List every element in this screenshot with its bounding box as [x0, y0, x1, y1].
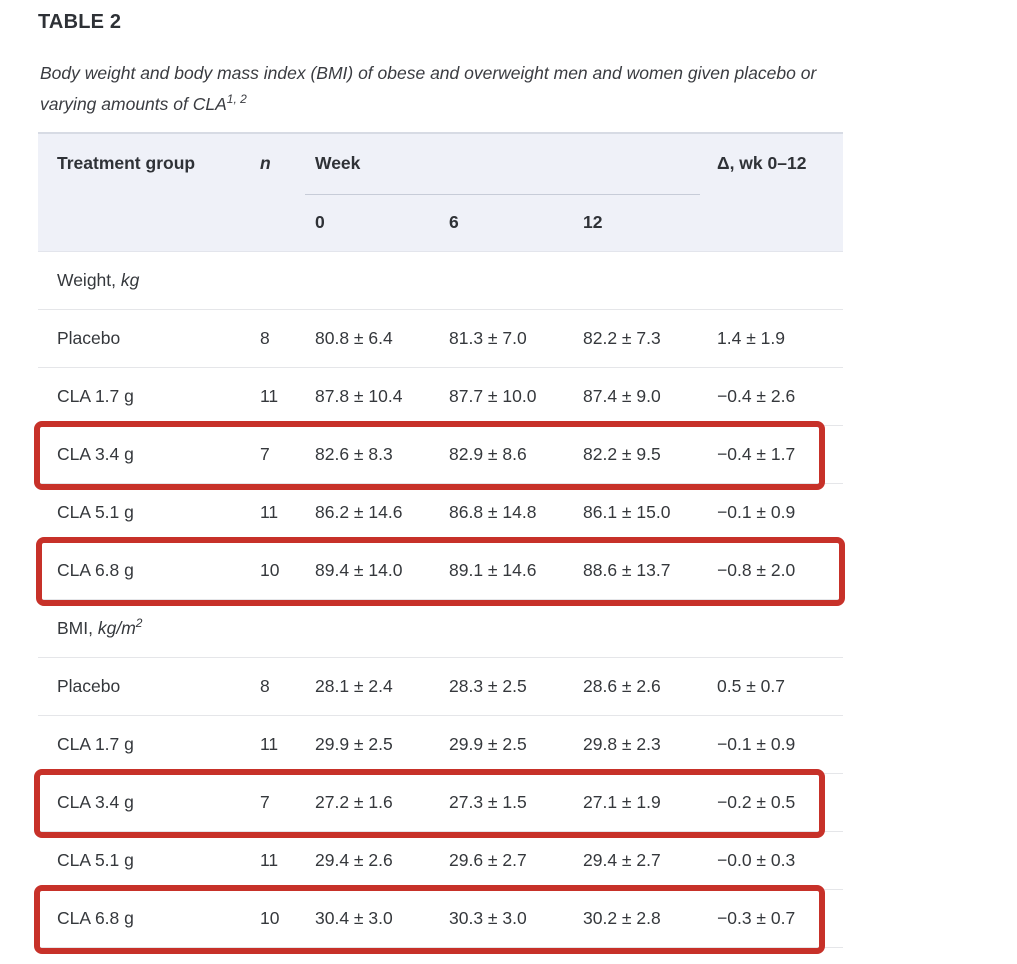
caption-line1: Body weight and body mass index (BMI) of… — [40, 63, 817, 83]
week-span-divider — [305, 194, 700, 195]
column-header-n: n — [260, 153, 271, 173]
table-row: CLA 5.1 g 11 29.4 ± 2.6 29.6 ± 2.7 29.4 ± 2.… — [38, 832, 843, 890]
cell-treatment-group: CLA 5.1 g — [57, 502, 134, 522]
cell-week-0: 30.4 ± 3.0 — [315, 908, 393, 928]
cell-week-12: 28.6 ± 2.6 — [583, 676, 661, 696]
header-row-weeks: 0 6 12 — [38, 193, 843, 252]
table-row: CLA 5.1 g 11 86.2 ± 14.6 86.8 ± 14.8 86.1 ± … — [38, 484, 843, 542]
cell-delta: −0.2 ± 0.5 — [717, 792, 796, 812]
cell-week-12: 30.2 ± 2.8 — [583, 908, 661, 928]
cell-delta: −0.8 ± 2.0 — [717, 560, 796, 580]
cell-week-0: 29.9 ± 2.5 — [315, 734, 393, 754]
cell-n: 11 — [260, 850, 279, 870]
section-label: BMI, kg/m2 — [57, 616, 143, 638]
caption-line2: varying amounts of CLA — [40, 94, 227, 114]
cell-week-12: 29.8 ± 2.3 — [583, 734, 661, 754]
cell-delta: −0.1 ± 0.9 — [717, 502, 796, 522]
cell-delta: −0.4 ± 2.6 — [717, 386, 796, 406]
section-label-row: Weight, kg — [38, 252, 843, 310]
cell-week-6: 29.6 ± 2.7 — [449, 850, 527, 870]
cell-n: 8 — [260, 676, 270, 696]
cell-treatment-group: Placebo — [57, 328, 121, 348]
cell-treatment-group: CLA 3.4 g — [57, 792, 134, 812]
table-title: TABLE 2 — [38, 11, 122, 33]
cell-week-12: 86.1 ± 15.0 — [583, 502, 671, 522]
cell-week-6: 27.3 ± 1.5 — [449, 792, 527, 812]
cell-week-6: 30.3 ± 3.0 — [449, 908, 527, 928]
cell-delta: −0.3 ± 0.7 — [717, 908, 796, 928]
cell-n: 11 — [260, 734, 279, 754]
table-row: CLA 3.4 g 7 82.6 ± 8.3 82.9 ± 8.6 82.2 ± 9.5… — [34, 421, 843, 490]
column-header-treatment-group: Treatment group — [57, 153, 196, 173]
cell-week-0: 82.6 ± 8.3 — [315, 444, 393, 464]
cell-week-12: 82.2 ± 7.3 — [583, 328, 661, 348]
cell-week-12: 82.2 ± 9.5 — [583, 444, 661, 464]
cell-week-6: 28.3 ± 2.5 — [449, 676, 527, 696]
table-caption: Body weight and body mass index (BMI) of… — [0, 34, 990, 120]
table-row: CLA 1.7 g 11 29.9 ± 2.5 29.9 ± 2.5 29.8 ± 2.… — [38, 716, 843, 774]
cell-delta: 0.5 ± 0.7 — [717, 676, 785, 696]
cell-week-6: 86.8 ± 14.8 — [449, 502, 537, 522]
cell-treatment-group: CLA 1.7 g — [57, 734, 134, 754]
cell-n: 11 — [260, 502, 279, 522]
cell-week-6: 89.1 ± 14.6 — [449, 560, 537, 580]
column-header-week-12: 12 — [583, 212, 603, 232]
cell-week-6: 82.9 ± 8.6 — [449, 444, 527, 464]
section-label-row: BMI, kg/m2 — [38, 600, 843, 658]
cell-n: 8 — [260, 328, 270, 348]
cell-week-12: 29.4 ± 2.7 — [583, 850, 661, 870]
cell-treatment-group: CLA 6.8 g — [57, 560, 134, 580]
cell-week-0: 28.1 ± 2.4 — [315, 676, 393, 696]
data-table: Treatment group n Week Δ, wk 0–12 0 6 12… — [34, 132, 845, 954]
cell-n: 7 — [260, 444, 270, 464]
cell-week-6: 87.7 ± 10.0 — [449, 386, 537, 406]
cell-delta: −0.1 ± 0.9 — [717, 734, 796, 754]
cell-delta: −0.0 ± 0.3 — [717, 850, 796, 870]
table-row: CLA 6.8 g 10 30.4 ± 3.0 30.3 ± 3.0 30.2 ± 2.… — [34, 885, 843, 954]
column-header-week-0: 0 — [315, 212, 325, 232]
table-header: Treatment group n Week Δ, wk 0–12 0 6 12 — [38, 132, 843, 252]
table-row: CLA 1.7 g 11 87.8 ± 10.4 87.7 ± 10.0 87.4 ± … — [38, 368, 843, 426]
cell-n: 10 — [260, 908, 280, 928]
cell-week-0: 87.8 ± 10.4 — [315, 386, 403, 406]
cell-week-6: 81.3 ± 7.0 — [449, 328, 527, 348]
cell-week-6: 29.9 ± 2.5 — [449, 734, 527, 754]
cell-week-0: 80.8 ± 6.4 — [315, 328, 393, 348]
table-body: Weight, kg Placebo 8 80.8 ± 6.4 81.3 ± 7.0 82… — [34, 252, 845, 954]
cell-week-12: 88.6 ± 13.7 — [583, 560, 671, 580]
section-label: Weight, kg — [57, 270, 140, 290]
cell-week-0: 89.4 ± 14.0 — [315, 560, 403, 580]
cell-week-0: 29.4 ± 2.6 — [315, 850, 393, 870]
cell-treatment-group: Placebo — [57, 676, 121, 696]
cell-treatment-group: CLA 3.4 g — [57, 444, 134, 464]
caption-footnote-marker: 1, 2 — [226, 92, 247, 107]
table-row: CLA 3.4 g 7 27.2 ± 1.6 27.3 ± 1.5 27.1 ± 1.9… — [34, 769, 843, 838]
column-header-week-6: 6 — [449, 212, 459, 232]
cell-treatment-group: CLA 5.1 g — [57, 850, 134, 870]
cell-delta: −0.4 ± 1.7 — [717, 444, 796, 464]
table-row: Placebo 8 28.1 ± 2.4 28.3 ± 2.5 28.6 ± 2.6 0.… — [38, 658, 843, 716]
cell-delta: 1.4 ± 1.9 — [717, 328, 785, 348]
cell-week-0: 86.2 ± 14.6 — [315, 502, 403, 522]
cell-week-12: 87.4 ± 9.0 — [583, 386, 661, 406]
cell-week-0: 27.2 ± 1.6 — [315, 792, 393, 812]
cell-treatment-group: CLA 1.7 g — [57, 386, 134, 406]
cell-week-12: 27.1 ± 1.9 — [583, 792, 661, 812]
table-row: Placebo 8 80.8 ± 6.4 81.3 ± 7.0 82.2 ± 7.3 1.… — [38, 310, 843, 368]
header-row-main: Treatment group n Week Δ, wk 0–12 — [38, 134, 843, 193]
column-header-week: Week — [315, 153, 361, 173]
cell-n: 10 — [260, 560, 280, 580]
cell-treatment-group: CLA 6.8 g — [57, 908, 134, 928]
cell-n: 11 — [260, 386, 279, 406]
column-header-delta: Δ, wk 0–12 — [717, 153, 807, 173]
cell-n: 7 — [260, 792, 270, 812]
table-row: CLA 6.8 g 10 89.4 ± 14.0 89.1 ± 14.6 88.6 ± … — [36, 537, 845, 606]
